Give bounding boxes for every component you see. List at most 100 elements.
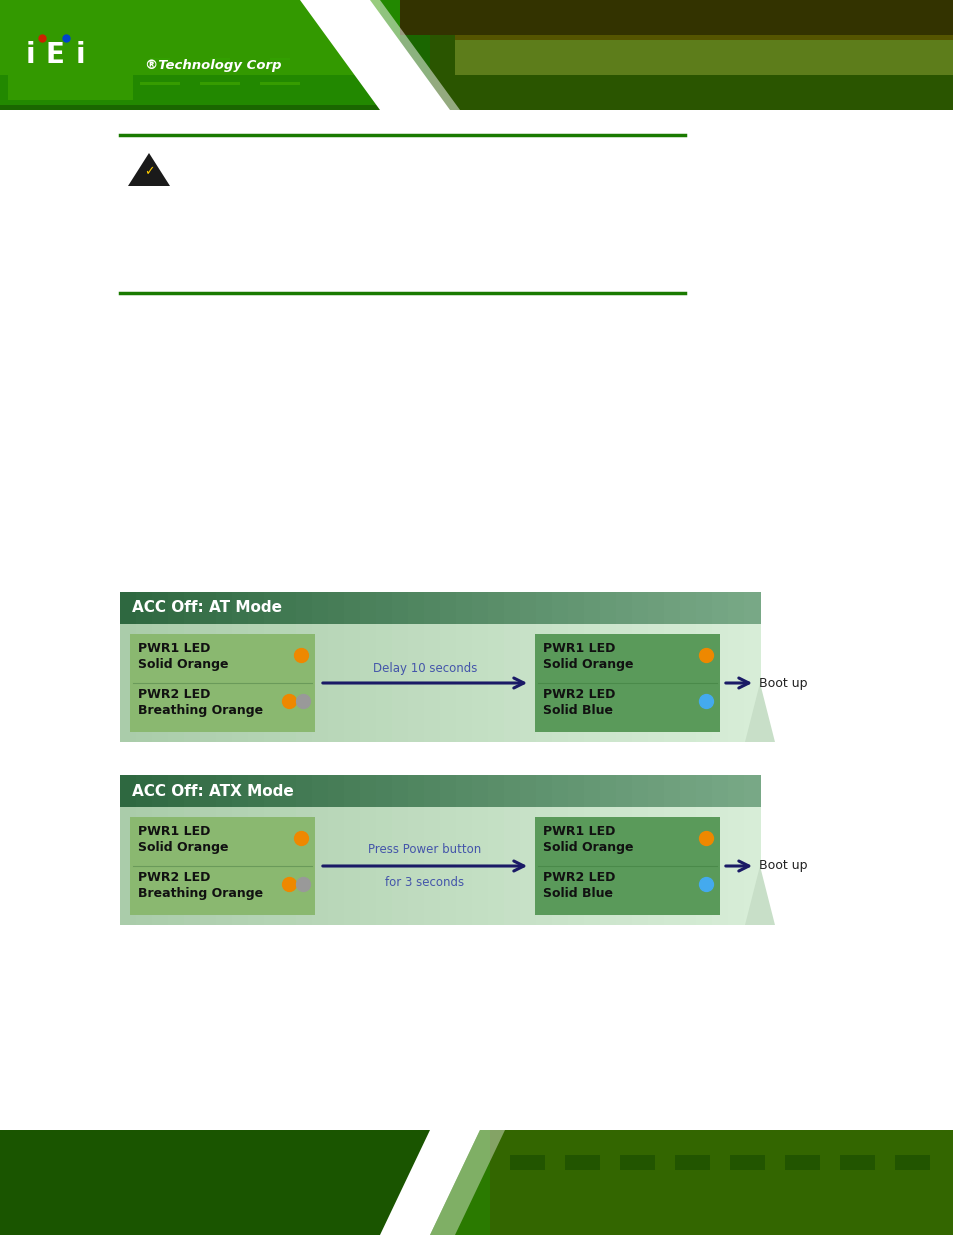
- Bar: [456, 806, 473, 925]
- Bar: [200, 592, 216, 624]
- Bar: [152, 592, 169, 624]
- Bar: [567, 592, 584, 624]
- Bar: [439, 624, 456, 742]
- Bar: [30, 58, 50, 61]
- Bar: [200, 624, 216, 742]
- Bar: [503, 806, 520, 925]
- Bar: [359, 624, 376, 742]
- Bar: [0, 1130, 953, 1235]
- Bar: [663, 806, 680, 925]
- Bar: [583, 776, 600, 806]
- Bar: [616, 592, 633, 624]
- Text: PWR1 LED: PWR1 LED: [138, 642, 211, 655]
- Bar: [152, 624, 169, 742]
- Bar: [616, 776, 633, 806]
- Bar: [631, 776, 648, 806]
- Bar: [184, 806, 201, 925]
- Bar: [599, 776, 617, 806]
- Text: Delay 10 seconds: Delay 10 seconds: [373, 662, 476, 676]
- Bar: [264, 806, 281, 925]
- Bar: [439, 776, 456, 806]
- Bar: [248, 624, 265, 742]
- Bar: [423, 624, 440, 742]
- Bar: [503, 624, 520, 742]
- Bar: [727, 624, 744, 742]
- Bar: [120, 592, 137, 624]
- Bar: [375, 806, 393, 925]
- Bar: [727, 776, 744, 806]
- Bar: [519, 624, 537, 742]
- Bar: [312, 624, 329, 742]
- Bar: [344, 776, 360, 806]
- Bar: [619, 1155, 655, 1170]
- Text: Boot up: Boot up: [759, 677, 806, 689]
- Bar: [264, 624, 281, 742]
- Bar: [840, 1155, 874, 1170]
- Polygon shape: [744, 866, 774, 925]
- Bar: [120, 624, 137, 742]
- Bar: [535, 634, 720, 732]
- Bar: [536, 592, 553, 624]
- Bar: [490, 1130, 953, 1235]
- Bar: [136, 806, 152, 925]
- Bar: [215, 592, 233, 624]
- Text: ®Technology Corp: ®Technology Corp: [145, 58, 281, 72]
- Bar: [295, 592, 313, 624]
- Bar: [375, 624, 393, 742]
- Bar: [743, 592, 760, 624]
- Bar: [80, 82, 120, 85]
- Bar: [599, 624, 617, 742]
- Text: PWR2 LED: PWR2 LED: [138, 688, 211, 701]
- Bar: [583, 624, 600, 742]
- Bar: [711, 806, 728, 925]
- Bar: [552, 806, 568, 925]
- Bar: [295, 624, 313, 742]
- Bar: [455, 37, 953, 75]
- Bar: [784, 1155, 820, 1170]
- Bar: [675, 1155, 709, 1170]
- Bar: [408, 592, 424, 624]
- Bar: [168, 806, 185, 925]
- Bar: [232, 592, 249, 624]
- Bar: [743, 806, 760, 925]
- Polygon shape: [379, 1130, 479, 1235]
- Bar: [152, 776, 169, 806]
- Bar: [536, 624, 553, 742]
- Bar: [647, 776, 664, 806]
- Bar: [711, 592, 728, 624]
- Bar: [392, 624, 409, 742]
- Bar: [599, 592, 617, 624]
- Bar: [679, 806, 697, 925]
- Bar: [184, 624, 201, 742]
- Bar: [248, 776, 265, 806]
- Bar: [430, 1130, 953, 1235]
- Bar: [328, 624, 345, 742]
- Text: E: E: [46, 41, 65, 69]
- Text: Breathing Orange: Breathing Orange: [138, 704, 263, 718]
- Bar: [328, 776, 345, 806]
- Bar: [344, 592, 360, 624]
- Bar: [210, 58, 230, 61]
- Bar: [392, 592, 409, 624]
- Bar: [519, 806, 537, 925]
- Bar: [232, 776, 249, 806]
- Bar: [312, 776, 329, 806]
- Bar: [472, 806, 489, 925]
- Bar: [663, 776, 680, 806]
- Bar: [567, 776, 584, 806]
- Bar: [647, 624, 664, 742]
- Text: Solid Blue: Solid Blue: [542, 887, 613, 900]
- Bar: [647, 806, 664, 925]
- Bar: [264, 776, 281, 806]
- Bar: [359, 806, 376, 925]
- Polygon shape: [430, 1130, 504, 1235]
- Bar: [455, 35, 953, 40]
- Bar: [184, 592, 201, 624]
- Polygon shape: [299, 0, 450, 110]
- Bar: [0, 0, 430, 110]
- Bar: [359, 592, 376, 624]
- Bar: [488, 776, 504, 806]
- Bar: [711, 776, 728, 806]
- Bar: [616, 624, 633, 742]
- Bar: [0, 0, 379, 75]
